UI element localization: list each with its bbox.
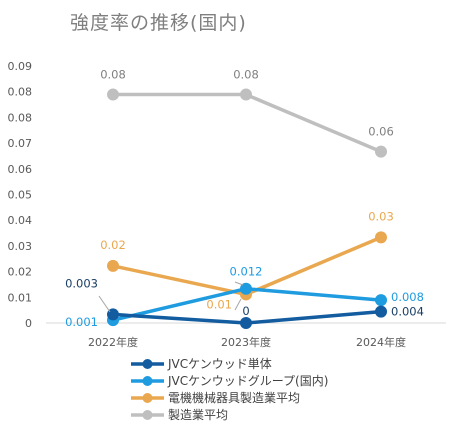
x-tick-label: 2023年度	[221, 335, 271, 349]
y-tick-label: 0.01	[8, 291, 33, 304]
y-tick-label: 0.06	[8, 163, 33, 176]
x-tick-label: 2022年度	[88, 335, 138, 349]
data-label: 0.08	[233, 68, 259, 82]
legend-label: 電機機械器具製造業平均	[168, 390, 300, 405]
data-point	[375, 145, 387, 158]
data-label: 0.004	[391, 305, 424, 319]
data-point	[375, 305, 387, 318]
legend-swatch-marker	[142, 410, 153, 420]
x-tick-label: 2024年度	[356, 335, 406, 349]
data-label: 0.012	[230, 265, 263, 279]
data-label: 0.01	[206, 297, 232, 311]
data-point	[107, 259, 119, 272]
y-tick-label: 0.03	[8, 240, 33, 253]
data-label: 0.02	[100, 238, 126, 252]
series-line	[111, 92, 383, 154]
legend-swatch-marker	[142, 359, 153, 369]
data-label: 0.03	[368, 209, 394, 223]
y-tick-label: 0.08	[8, 86, 33, 99]
legend-label: JVCケンウッド単体	[167, 357, 272, 371]
data-point	[240, 317, 252, 329]
y-tick-label: 0.05	[8, 189, 33, 202]
data-label: 0.08	[100, 68, 126, 82]
y-tick-label: 0.04	[8, 214, 33, 227]
leader-line	[98, 295, 111, 313]
data-label: 0.008	[391, 290, 424, 304]
data-point	[107, 88, 119, 101]
data-label: 0.001	[65, 315, 98, 329]
leader-line	[234, 298, 242, 311]
data-point	[375, 231, 387, 244]
y-tick-label: 0.07	[8, 137, 33, 150]
y-tick-label: 0.08	[8, 111, 33, 124]
legend-label: JVCケンウッドグループ(国内)	[167, 374, 328, 388]
data-label: 0.06	[368, 125, 394, 139]
data-point	[240, 282, 252, 295]
data-label: 0	[242, 304, 249, 318]
data-point	[240, 88, 252, 101]
data-label: 0.003	[65, 276, 98, 290]
leader-line	[234, 281, 244, 286]
data-point	[375, 294, 387, 307]
chart-title: 強度率の推移(国内)	[70, 12, 247, 34]
legend-swatch-marker	[142, 376, 153, 386]
legend-swatch-marker	[142, 393, 153, 403]
y-tick-label: 0.02	[8, 266, 33, 279]
y-tick-label: 0.09	[8, 60, 33, 73]
legend-label: 製造業平均	[168, 408, 228, 422]
y-tick-label: 0	[25, 317, 32, 330]
